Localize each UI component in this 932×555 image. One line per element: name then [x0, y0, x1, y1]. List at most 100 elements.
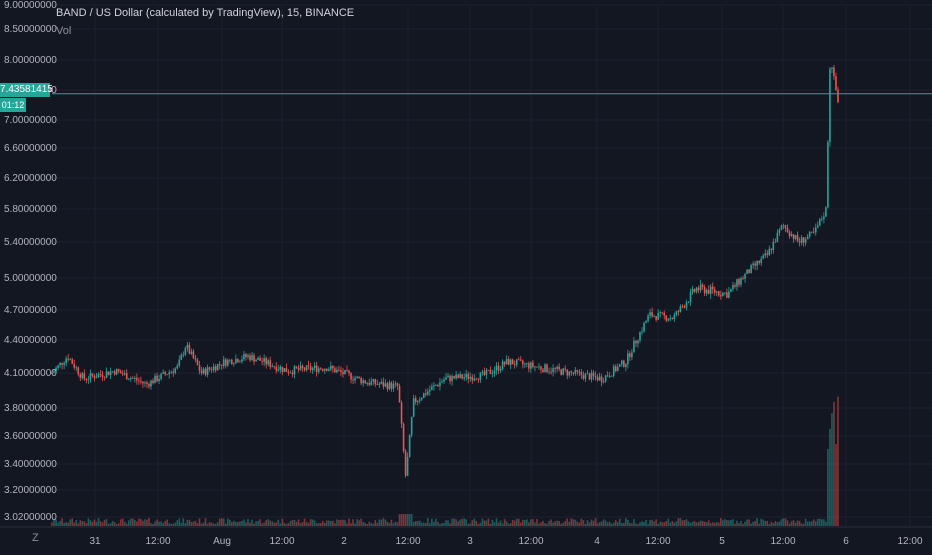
volume-bar — [218, 518, 221, 526]
candle-body — [564, 368, 567, 370]
volume-bar — [251, 519, 253, 526]
candle-body — [509, 359, 512, 365]
candle-body — [362, 380, 364, 384]
candle-body — [63, 363, 65, 365]
volume-bar — [366, 523, 369, 526]
candle-body — [534, 366, 536, 368]
volume-bar — [354, 523, 356, 526]
candle-body — [477, 379, 480, 381]
candle-body — [521, 360, 524, 365]
candle-body — [823, 216, 825, 220]
candle-body — [699, 284, 702, 291]
volume-bar — [180, 522, 183, 526]
volume-bar — [323, 522, 326, 526]
volume-bar — [754, 520, 756, 526]
candle-body — [311, 368, 314, 371]
candle-body — [491, 373, 494, 375]
candle-body — [53, 371, 55, 374]
candle-body — [226, 359, 229, 366]
volume-bar — [53, 518, 55, 526]
volume-bar — [224, 523, 227, 526]
candle-body — [271, 366, 274, 368]
candle-body — [530, 362, 532, 369]
volume-bar — [612, 522, 615, 526]
candle-body — [352, 379, 354, 381]
volume-bar — [429, 523, 431, 526]
volume-bar — [384, 519, 387, 526]
volume-bar — [275, 522, 278, 526]
candle-body — [816, 225, 819, 228]
volume-bar — [524, 520, 526, 526]
volume-bar — [216, 522, 219, 526]
candle-body — [154, 375, 156, 384]
candle-body — [467, 373, 470, 379]
candle-body — [231, 359, 233, 365]
candle-body — [220, 364, 223, 367]
y-tick-label: 3.20000000 — [4, 485, 57, 496]
candle-body — [489, 369, 492, 374]
candle-body — [748, 269, 750, 274]
volume-bar — [459, 519, 461, 526]
volume-bar — [677, 518, 680, 526]
volume-bar — [742, 523, 744, 526]
candle-body — [829, 68, 831, 143]
candle-body — [107, 371, 110, 376]
volume-bar — [61, 518, 63, 526]
volume-bar — [804, 518, 807, 526]
volume-bar — [491, 519, 494, 526]
volume-bar — [360, 518, 362, 526]
volume-bar — [184, 523, 187, 526]
candle-body — [445, 377, 447, 380]
candle-body — [639, 332, 641, 341]
y-tick-label: 6.20000000 — [4, 173, 57, 184]
volume-bar — [291, 519, 294, 526]
symbol-title[interactable]: BAND / US Dollar (calculated by TradingV… — [56, 7, 355, 19]
candle-body — [643, 323, 645, 332]
time-axis[interactable]: 31 12:00 Aug 12:00 2 12:00 3 12:00 4 12:00 5 12:00 6… — [0, 526, 932, 547]
candle-body — [669, 318, 672, 320]
candle-body — [819, 219, 821, 226]
candle-body — [453, 376, 455, 379]
volume-bar — [774, 521, 777, 526]
candle-body — [97, 374, 100, 378]
volume-bar — [267, 519, 270, 526]
volume-label[interactable]: Vol — [56, 25, 72, 37]
volume-bar — [87, 518, 90, 526]
candle-body — [59, 362, 61, 366]
volume-bar — [160, 521, 162, 526]
candle-body — [459, 374, 461, 378]
candle-body — [243, 353, 245, 360]
volume-bar — [97, 518, 100, 526]
volume-bar — [776, 522, 779, 526]
timezone-icon[interactable]: Z — [32, 532, 39, 544]
candle-body — [701, 284, 704, 287]
volume-bar — [590, 519, 593, 526]
candle-body — [180, 354, 183, 360]
volume-bar — [556, 520, 558, 526]
candle-body — [247, 355, 249, 358]
volume-bar — [790, 521, 793, 526]
candle-body — [162, 371, 164, 374]
candle-body — [810, 231, 813, 233]
volume-bar — [115, 523, 118, 526]
volume-bar — [206, 523, 209, 526]
candle-body — [717, 291, 720, 296]
candle-body — [281, 366, 284, 372]
candle-body — [513, 364, 516, 366]
volume-bar — [473, 518, 476, 526]
volume-bar — [220, 518, 223, 526]
volume-bar — [237, 522, 239, 526]
volume-bar — [532, 519, 534, 526]
candle-body — [667, 319, 670, 321]
volume-bar — [416, 521, 419, 526]
volume-bar — [693, 520, 696, 526]
volume-bar — [816, 518, 819, 526]
candle-body — [85, 378, 88, 380]
candle-body — [374, 379, 377, 385]
volume-bar — [671, 521, 674, 526]
candle-body — [319, 368, 322, 370]
price-axis[interactable]: 9.000000008.500000008.000000007.50000000… — [4, 0, 57, 523]
candle-body — [277, 369, 280, 371]
